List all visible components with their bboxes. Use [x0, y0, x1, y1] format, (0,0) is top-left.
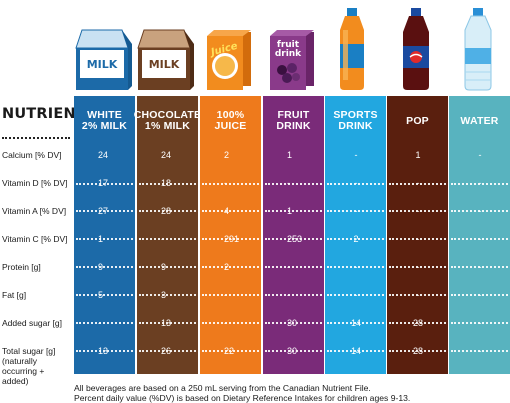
- column-header-water: WATER: [460, 114, 499, 127]
- column-white_milk: WHITE 2% MILK: [74, 96, 135, 374]
- row-divider: [327, 350, 384, 352]
- column-fruit_drink: FRUIT DRINK: [263, 96, 324, 374]
- row-divider: [202, 350, 259, 352]
- footnote-line-2: Percent daily value (%DV) is based on Di…: [74, 393, 411, 403]
- row-divider: [265, 294, 322, 296]
- row-divider: [139, 266, 196, 268]
- column-header-pop: POP: [406, 114, 429, 127]
- row-divider: [139, 350, 196, 352]
- row-label-6: Added sugar [g]: [2, 318, 63, 328]
- column-sports_drink: SPORTS DRINK: [325, 96, 386, 374]
- water-bottle-icon: [464, 8, 492, 91]
- row-divider: [265, 238, 322, 240]
- column-water: WATER: [449, 96, 510, 374]
- row-divider: [327, 210, 384, 212]
- cell-sports_drink-0: -: [354, 150, 358, 160]
- footnote-line-1: All beverages are based on a 250 mL serv…: [74, 383, 371, 393]
- row-divider: [451, 322, 508, 324]
- row-divider: [389, 183, 446, 185]
- fruit-drink-text-1: fruit: [277, 40, 300, 50]
- row-divider: [139, 294, 196, 296]
- row-divider: [451, 210, 508, 212]
- row-divider: [202, 238, 259, 240]
- pop-bottle-icon: [403, 8, 429, 90]
- juice-box-icon: Juice: [207, 30, 251, 90]
- row-divider: [389, 322, 446, 324]
- row-label-0: Calcium [% DV]: [2, 150, 62, 160]
- fruit-drink-text-2: drink: [275, 49, 302, 59]
- row-divider: [139, 210, 196, 212]
- row-label-3: Vitamin C [% DV]: [2, 234, 68, 244]
- row-divider: [76, 183, 133, 185]
- row-divider: [327, 238, 384, 240]
- cell-chocolate_milk-0: 24: [161, 150, 172, 160]
- row-divider: [139, 322, 196, 324]
- row-label-7: Total sugar [g] (naturally occurring + a…: [2, 346, 56, 386]
- row-divider: [451, 266, 508, 268]
- row-divider: [451, 294, 508, 296]
- column-juice: 100% JUICE: [200, 96, 261, 374]
- row-divider: [76, 266, 133, 268]
- column-header-white_milk: WHITE 2% MILK: [81, 109, 128, 132]
- cell-water-0: -: [478, 150, 482, 160]
- row-divider: [202, 183, 259, 185]
- sports-drink-bottle-icon: [340, 8, 364, 90]
- row-divider: [389, 238, 446, 240]
- row-divider: [76, 238, 133, 240]
- row-divider: [327, 294, 384, 296]
- row-label-1: Vitamin D [% DV]: [2, 178, 68, 188]
- row-divider: [327, 266, 384, 268]
- column-header-juice: 100% JUICE: [214, 109, 247, 132]
- nutrient-header: NUTRIENT: [2, 106, 86, 122]
- milk-carton-icon: MILK: [75, 29, 132, 90]
- row-label-5: Fat [g]: [2, 290, 27, 300]
- cell-fruit_drink-0: 1: [287, 150, 293, 160]
- row-divider: [76, 210, 133, 212]
- row-divider: [202, 322, 259, 324]
- row-divider: [202, 210, 259, 212]
- row-divider: [139, 238, 196, 240]
- row-label-2: Vitamin A [% DV]: [2, 206, 67, 216]
- row-label-4: Protein [g]: [2, 262, 41, 272]
- row-divider: [202, 294, 259, 296]
- row-divider: [202, 266, 259, 268]
- cell-pop-0: 1: [415, 150, 421, 160]
- milk-carton-text: MILK: [87, 58, 118, 71]
- row-divider: [389, 266, 446, 268]
- column-header-fruit_drink: FRUIT DRINK: [276, 109, 311, 132]
- column-header-sports_drink: SPORTS DRINK: [333, 109, 378, 132]
- chocolate-milk-carton-icon: MILK: [137, 29, 194, 90]
- row-divider: [265, 322, 322, 324]
- cell-juice-0: 2: [224, 150, 230, 160]
- row-divider: [76, 294, 133, 296]
- cell-white_milk-0: 24: [98, 150, 109, 160]
- row-divider: [76, 322, 133, 324]
- beverage-icons: MILK MILK Juice fruit drink: [75, 8, 492, 91]
- column-pop: POP: [387, 96, 448, 374]
- row-divider: [265, 183, 322, 185]
- nutrient-header-divider: [2, 137, 70, 139]
- row-divider: [265, 266, 322, 268]
- column-header-chocolate_milk: CHOCOLATE 1% MILK: [133, 109, 202, 132]
- row-divider: [327, 322, 384, 324]
- row-divider: [389, 294, 446, 296]
- row-divider: [451, 183, 508, 185]
- row-divider: [265, 350, 322, 352]
- chocolate-carton-text: MILK: [149, 58, 180, 71]
- row-divider: [389, 350, 446, 352]
- row-divider: [451, 350, 508, 352]
- fruit-drink-box-icon: fruit drink: [270, 30, 314, 90]
- row-divider: [76, 350, 133, 352]
- column-chocolate_milk: CHOCOLATE 1% MILK: [133, 96, 202, 374]
- row-divider: [389, 210, 446, 212]
- row-divider: [139, 183, 196, 185]
- footnote: All beverages are based on a 250 mL serv…: [74, 383, 410, 403]
- row-divider: [265, 210, 322, 212]
- row-divider: [327, 183, 384, 185]
- row-divider: [451, 238, 508, 240]
